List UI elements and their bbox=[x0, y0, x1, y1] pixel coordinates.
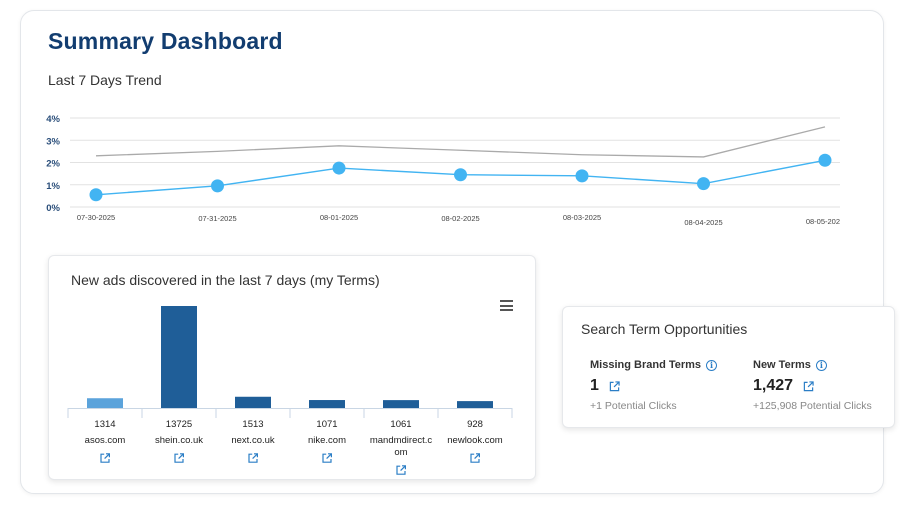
new-ads-bar-chart: 1314 asos.com 13725 shein.co.uk 1513 next.co.… bbox=[67, 306, 513, 475]
external-link-icon[interactable] bbox=[248, 453, 258, 463]
new-ads-title: New ads discovered in the last 7 days (m… bbox=[71, 272, 380, 288]
bar-shein.co.uk bbox=[161, 306, 197, 408]
new-terms-value: 1,427 bbox=[753, 377, 794, 394]
new-terms-block: New Terms i 1,427 +125,908 Potential Cli… bbox=[753, 359, 872, 412]
bar-newlook.com bbox=[457, 401, 493, 408]
bar-mandmdirect.com bbox=[383, 400, 419, 408]
bar-asos.com bbox=[87, 398, 123, 408]
y-tick-label: 4% bbox=[46, 114, 60, 125]
external-link-icon[interactable] bbox=[609, 380, 620, 392]
external-link-icon[interactable] bbox=[803, 380, 814, 392]
hamburger-menu-icon[interactable] bbox=[500, 300, 513, 311]
bar-category-label: asos.com bbox=[85, 435, 126, 446]
x-tick-label: 08-02-2025 bbox=[441, 214, 479, 223]
missing-brand-terms-block: Missing Brand Terms i 1 +1 Potential Cli… bbox=[590, 359, 718, 412]
series-line bbox=[95, 126, 826, 158]
y-tick-label: 2% bbox=[46, 159, 60, 170]
data-point bbox=[818, 153, 832, 167]
trend-chart-title: Last 7 Days Trend bbox=[48, 72, 162, 88]
page-title: Summary Dashboard bbox=[48, 28, 283, 54]
missing-brand-terms-clicks: +1 Potential Clicks bbox=[590, 400, 677, 412]
bar-value-label: 1071 bbox=[316, 419, 337, 430]
x-tick-label: 08-01-2025 bbox=[320, 213, 358, 222]
bar-category-label: om bbox=[394, 447, 407, 458]
data-point bbox=[454, 168, 467, 182]
missing-brand-terms-value: 1 bbox=[590, 377, 599, 394]
y-tick-label: 3% bbox=[46, 136, 60, 147]
bar-value-label: 1061 bbox=[390, 419, 411, 430]
bar-value-label: 13725 bbox=[166, 419, 192, 430]
data-point bbox=[211, 179, 224, 193]
data-point bbox=[332, 161, 346, 175]
x-tick-label: 08-03-2025 bbox=[563, 213, 601, 222]
x-tick-label: 07-30-2025 bbox=[77, 213, 115, 222]
bar-category-label: next.co.uk bbox=[231, 435, 275, 446]
new-terms-clicks: +125,908 Potential Clicks bbox=[753, 400, 872, 412]
search-term-opportunities-card: Search Term Opportunities Missing Brand … bbox=[562, 306, 895, 428]
bar-category-label: newlook.com bbox=[447, 435, 503, 446]
new-ads-card: New ads discovered in the last 7 days (m… bbox=[48, 255, 536, 480]
external-link-icon[interactable] bbox=[174, 453, 184, 463]
missing-brand-terms-label: Missing Brand Terms bbox=[590, 359, 702, 371]
bar-category-label: shein.co.uk bbox=[155, 435, 203, 446]
bar-category-label: nike.com bbox=[308, 435, 346, 446]
data-point bbox=[575, 169, 589, 183]
info-icon[interactable]: i bbox=[815, 359, 827, 371]
trend-line-chart: 4% 3% 2% 1% 0% 07-30-2025 07-31-2025 08-01-2025… bbox=[46, 114, 840, 227]
y-tick-label: 1% bbox=[46, 181, 60, 192]
new-terms-label: New Terms bbox=[753, 359, 811, 371]
opportunities-title: Search Term Opportunities bbox=[581, 321, 748, 337]
info-icon[interactable]: i bbox=[706, 359, 718, 371]
bar-value-label: 1314 bbox=[94, 419, 115, 430]
data-point bbox=[697, 177, 710, 191]
bar-category-label: mandmdirect.c bbox=[370, 435, 433, 446]
external-link-icon[interactable] bbox=[322, 453, 332, 463]
bar-nike.com bbox=[309, 400, 345, 408]
y-tick-label: 0% bbox=[46, 203, 60, 214]
bar-value-label: 1513 bbox=[242, 419, 263, 430]
external-link-icon[interactable] bbox=[396, 465, 406, 475]
external-link-icon[interactable] bbox=[470, 453, 480, 463]
bar-next.co.uk bbox=[235, 396, 271, 408]
x-tick-label: 07-31-2025 bbox=[198, 214, 236, 223]
x-tick-label: 08-05-2025 bbox=[806, 217, 840, 226]
external-link-icon[interactable] bbox=[100, 453, 110, 463]
bar-value-label: 928 bbox=[467, 419, 483, 430]
x-tick-label: 08-04-2025 bbox=[684, 218, 722, 227]
data-point bbox=[89, 188, 103, 202]
